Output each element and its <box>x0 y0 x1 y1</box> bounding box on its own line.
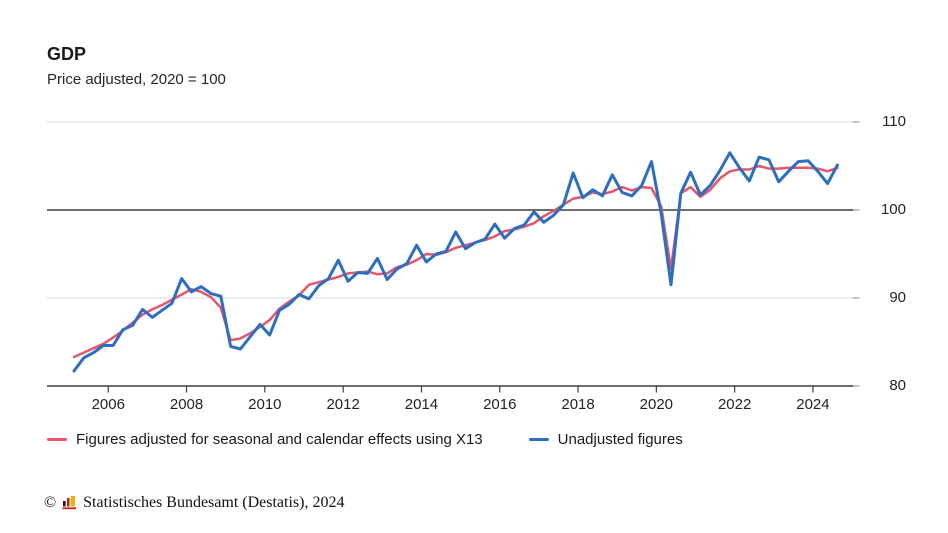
x-axis-label-2018: 2018 <box>561 396 595 413</box>
x-axis-label-2024: 2024 <box>796 396 830 413</box>
y-axis-label-80: 80 <box>889 377 906 394</box>
x-axis-label-2006: 2006 <box>91 396 125 413</box>
chart-title: GDP <box>47 44 87 64</box>
destatis-bars-icon <box>62 495 77 509</box>
adjusted-series-line <box>72 164 839 359</box>
x-axis-label-2020: 2020 <box>639 396 674 413</box>
unadjusted-line-swatch-icon <box>528 437 549 442</box>
source-text: Statistisches Bundesamt (Destatis), 2024 <box>83 494 345 511</box>
legend-label-adjusted: Figures adjusted for seasonal and calend… <box>76 431 483 448</box>
legend-item-adjusted: Figures adjusted for seasonal and calend… <box>47 431 483 448</box>
x-axis-label-2016: 2016 <box>483 396 517 413</box>
source-attribution: © Statistisches Bundesamt (Destatis), 20… <box>44 494 344 512</box>
legend-label-unadjusted: Unadjusted figures <box>557 431 683 448</box>
chart-subtitle: Price adjusted, 2020 = 100 <box>47 71 226 88</box>
x-axis-label-2022: 2022 <box>717 396 752 413</box>
x-axis-label-2014: 2014 <box>404 396 439 413</box>
unadjusted-series-line <box>72 151 839 373</box>
adjusted-line-swatch-icon <box>47 437 67 442</box>
x-axis-label-2012: 2012 <box>326 396 360 413</box>
legend-item-unadjusted: Unadjusted figures <box>528 431 683 448</box>
y-axis-label-90: 90 <box>889 289 906 306</box>
x-axis-label-2010: 2010 <box>248 396 282 413</box>
y-axis-label-100: 100 <box>880 201 906 218</box>
chart-legend: Figures adjusted for seasonal and calend… <box>47 431 683 448</box>
y-axis-label-110: 110 <box>882 113 906 130</box>
copyright-symbol: © <box>44 494 57 511</box>
x-axis-label-2008: 2008 <box>169 396 204 413</box>
